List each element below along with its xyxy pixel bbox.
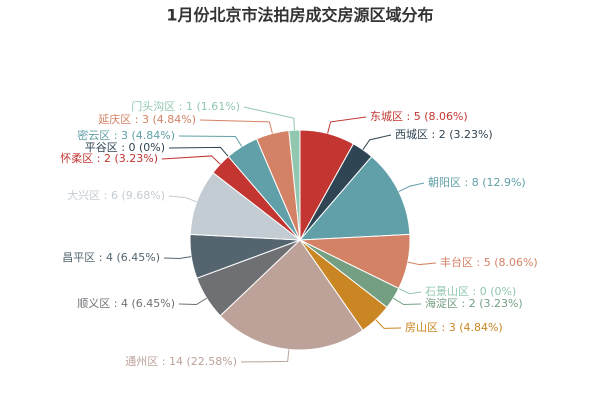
category-label: 密云区	[77, 128, 110, 142]
value-label: 0 (0%)	[480, 285, 517, 298]
label-line	[168, 146, 229, 157]
label-separator: :	[110, 297, 121, 310]
label-line	[398, 287, 422, 295]
pie-slice	[298, 155, 411, 241]
label-separator: :	[158, 355, 169, 368]
value-label: 1 (1.61%)	[186, 100, 240, 113]
label-line	[240, 349, 290, 363]
label-separator: :	[469, 285, 480, 298]
data-label: 平谷区 : 0 (0%)	[85, 141, 165, 154]
data-label: 海淀区 : 2 (3.23%)	[425, 296, 523, 310]
label-line	[168, 195, 198, 203]
label-separator: :	[458, 297, 469, 310]
label-line	[362, 134, 392, 151]
category-label: 延庆区	[98, 112, 131, 126]
label-separator: :	[110, 129, 121, 142]
data-label: 西城区 : 2 (3.23%)	[395, 128, 493, 141]
value-label: 3 (4.84%)	[449, 321, 503, 334]
value-label: 8 (12.9%)	[472, 176, 526, 189]
data-label: 密云区 : 3 (4.84%)	[77, 128, 175, 142]
category-label: 西城区	[395, 128, 428, 141]
category-label: 朝阳区	[428, 176, 461, 189]
value-label: 4 (6.45%)	[121, 297, 175, 310]
data-label: 大兴区 : 6 (9.68%)	[67, 188, 165, 202]
value-label: 3 (4.84%)	[142, 113, 196, 126]
category-label: 海淀区	[425, 296, 458, 310]
label-separator: :	[175, 100, 186, 113]
data-label: 顺义区 : 4 (6.45%)	[77, 297, 175, 310]
chart-title: 1月份北京市法拍房成交房源区域分布	[166, 6, 433, 25]
label-line	[199, 119, 273, 134]
label-line	[398, 182, 425, 193]
category-label: 丰台区	[440, 255, 473, 269]
category-label: 房山区	[405, 321, 438, 334]
label-line	[163, 256, 192, 259]
value-label: 2 (3.23%)	[104, 152, 158, 165]
value-label: 14 (22.58%)	[169, 355, 237, 368]
label-separator: :	[461, 176, 472, 189]
category-label: 怀柔区	[60, 152, 93, 165]
label-line	[161, 155, 221, 165]
category-label: 平谷区	[85, 141, 118, 154]
category-label: 东城区	[370, 110, 403, 123]
category-label: 通州区	[125, 355, 158, 368]
value-label: 5 (8.06%)	[484, 256, 538, 269]
label-separator: :	[473, 256, 484, 269]
data-label: 昌平区 : 4 (6.45%)	[62, 251, 160, 264]
label-line	[407, 261, 437, 266]
value-label: 5 (8.06%)	[414, 110, 468, 123]
data-label: 房山区 : 3 (4.84%)	[405, 321, 503, 334]
label-line	[178, 135, 243, 147]
data-label: 延庆区 : 3 (4.84%)	[98, 112, 196, 126]
value-label: 4 (6.45%)	[106, 251, 160, 264]
label-separator: :	[403, 110, 414, 123]
label-line	[243, 106, 295, 131]
data-label: 石景山区 : 0 (0%)	[425, 285, 516, 298]
label-line	[178, 297, 207, 306]
label-separator: :	[93, 152, 104, 165]
label-separator: :	[428, 128, 439, 141]
category-label: 昌平区	[62, 251, 95, 264]
data-label: 怀柔区 : 2 (3.23%)	[60, 152, 158, 165]
label-line	[375, 319, 402, 329]
data-label: 通州区 : 14 (22.58%)	[125, 355, 237, 368]
category-label: 门头沟区	[131, 99, 175, 113]
value-label: 6 (9.68%)	[111, 189, 165, 202]
value-label: 0 (0%)	[128, 141, 165, 154]
label-separator: :	[100, 189, 111, 202]
data-label: 丰台区 : 5 (8.06%)	[440, 255, 538, 269]
label-line	[327, 116, 367, 134]
category-label: 大兴区	[67, 188, 100, 202]
label-separator: :	[95, 251, 106, 264]
value-label: 3 (4.84%)	[121, 129, 175, 142]
category-label: 顺义区	[77, 297, 110, 310]
data-label: 朝阳区 : 8 (12.9%)	[428, 176, 526, 189]
data-label: 东城区 : 5 (8.06%)	[370, 110, 468, 123]
label-separator: :	[118, 141, 129, 154]
label-separator: :	[438, 321, 449, 334]
value-label: 2 (3.23%)	[469, 297, 523, 310]
category-label: 石景山区	[425, 285, 469, 298]
pie-slice	[219, 239, 364, 351]
data-label: 门头沟区 : 1 (1.61%)	[131, 99, 240, 113]
label-line	[393, 297, 422, 306]
value-label: 2 (3.23%)	[439, 128, 493, 141]
label-separator: :	[131, 113, 142, 126]
